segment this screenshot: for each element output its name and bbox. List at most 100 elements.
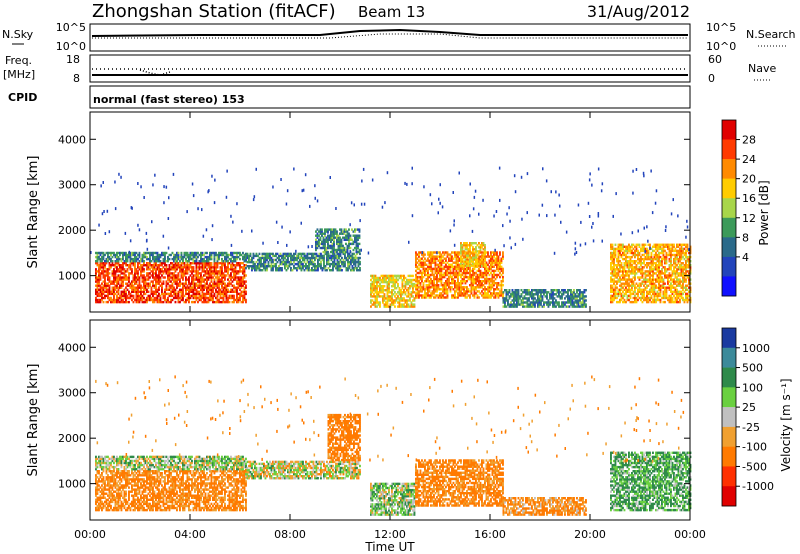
power-cell xyxy=(204,270,207,273)
power-cell xyxy=(327,234,329,237)
power-cell xyxy=(334,248,337,252)
power-cell xyxy=(500,286,503,289)
power-cell xyxy=(336,242,338,246)
power-cell xyxy=(484,246,486,249)
power-cell xyxy=(355,244,358,248)
power-cell xyxy=(114,298,117,302)
power-cell xyxy=(279,260,282,264)
power-cell xyxy=(296,256,298,260)
power-cell xyxy=(102,290,105,293)
power-cell xyxy=(323,260,325,264)
power-cell xyxy=(156,296,159,300)
power-cell xyxy=(198,282,201,285)
power-cell xyxy=(138,282,141,285)
power-cell xyxy=(138,286,141,289)
power-cell xyxy=(126,268,129,271)
power-cell xyxy=(206,288,208,291)
power-cell xyxy=(176,264,178,267)
power-cell xyxy=(350,269,352,272)
power-cell xyxy=(345,267,348,270)
power-cell xyxy=(318,258,321,262)
power-cell xyxy=(484,258,486,261)
power-cell xyxy=(140,274,142,277)
power-cell xyxy=(318,240,320,243)
power-cell xyxy=(122,294,124,298)
power-cell xyxy=(421,290,423,293)
power-cell xyxy=(102,253,105,257)
power-cell xyxy=(146,255,148,259)
power-cell xyxy=(236,282,238,285)
power-cell xyxy=(237,292,240,296)
power-cell xyxy=(210,272,213,275)
power-cell xyxy=(502,267,504,271)
power-cell xyxy=(230,276,232,279)
power-cell xyxy=(379,301,381,304)
power-cell xyxy=(209,257,211,261)
power-cell xyxy=(185,268,187,271)
power-cell xyxy=(113,251,115,255)
power-cell xyxy=(348,236,350,239)
power-cell xyxy=(134,270,136,273)
power-cell xyxy=(288,262,291,266)
power-cell xyxy=(195,268,198,271)
power-cell xyxy=(457,275,459,279)
power-cell xyxy=(125,255,127,259)
power-cell xyxy=(263,262,265,266)
power-cell xyxy=(321,232,323,235)
power-cell xyxy=(300,252,303,256)
power-cell xyxy=(331,230,334,233)
power-cell xyxy=(110,298,112,302)
nave-tick-bottom: 0 xyxy=(708,72,715,85)
power-cell xyxy=(140,284,142,287)
power-cell xyxy=(305,265,307,268)
power-cell xyxy=(340,240,343,243)
power-cell xyxy=(192,284,195,287)
power-cell xyxy=(206,272,208,275)
power-cell xyxy=(237,296,240,300)
power-cell xyxy=(225,284,228,287)
power-cell xyxy=(176,282,178,285)
power-cell xyxy=(200,255,202,259)
power-cell xyxy=(171,266,174,269)
power-cell xyxy=(188,255,190,259)
power-cell xyxy=(119,266,121,269)
power-cell xyxy=(95,290,97,293)
power-cell xyxy=(216,278,219,281)
power-cell xyxy=(144,292,147,296)
power-cell xyxy=(137,276,139,279)
power-cell xyxy=(507,299,509,302)
power-cell xyxy=(207,260,210,263)
power-cell xyxy=(294,262,297,266)
power-cell xyxy=(182,255,184,259)
power-cell xyxy=(449,267,452,271)
power-cell xyxy=(168,264,171,267)
power-cell xyxy=(102,270,105,273)
power-cell xyxy=(308,269,310,272)
power-cell xyxy=(331,244,334,248)
power-cell xyxy=(221,274,223,277)
power-cell xyxy=(182,266,184,269)
power-cell xyxy=(333,228,335,231)
power-cell xyxy=(203,298,205,302)
power-cell xyxy=(116,284,118,287)
power-cell xyxy=(215,284,217,287)
power-cell xyxy=(322,232,325,235)
power-cell xyxy=(195,270,198,273)
power-cell xyxy=(333,258,336,262)
power-cell xyxy=(317,254,319,258)
power-cell xyxy=(120,266,123,269)
power-cell xyxy=(152,255,154,259)
power-cell xyxy=(131,260,133,263)
power-cell xyxy=(318,254,321,258)
power-cell xyxy=(224,262,226,265)
power-cell xyxy=(146,290,148,293)
power-cell xyxy=(243,272,246,275)
power-cell xyxy=(119,257,121,261)
power-cell xyxy=(291,258,294,262)
power-cell xyxy=(107,260,109,263)
power-cell xyxy=(117,280,120,283)
power-cell xyxy=(218,253,220,257)
power-cell xyxy=(225,274,228,277)
power-cell xyxy=(143,268,145,271)
power-cell xyxy=(487,251,489,254)
